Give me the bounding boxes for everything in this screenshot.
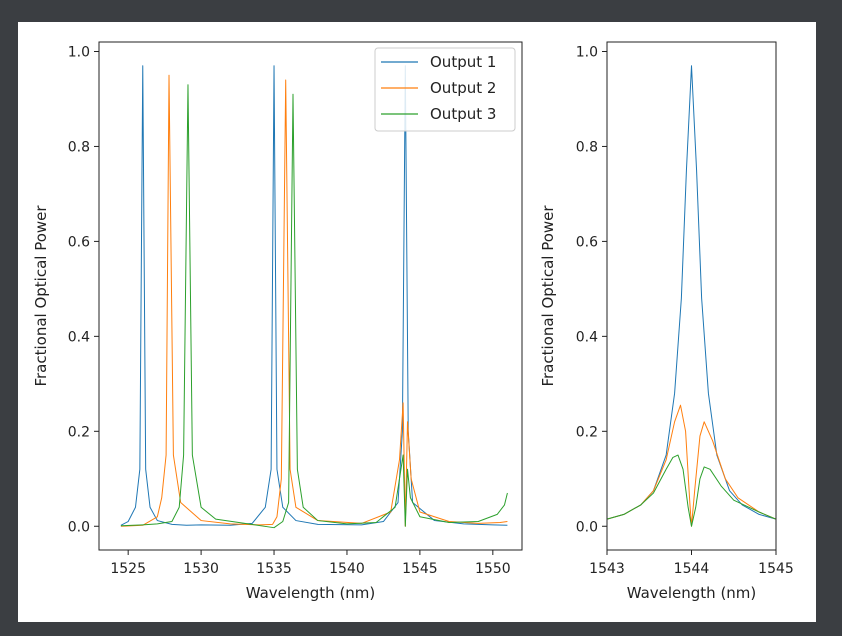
legend-box [374,47,516,132]
legend-label-output-1: Output 1 [430,53,496,71]
zoom-x-tick-label: 1545 [758,561,794,577]
legend: Output 1 Output 2 Output 3 [374,47,516,132]
main-axes-frame [98,41,523,551]
legend-label-output-3: Output 3 [430,105,496,123]
main-x-axis-label: Wavelength (nm) [246,584,376,602]
zoom-x-axis-label: Wavelength (nm) [627,584,757,602]
main-x-tick-label: 1545 [402,561,438,577]
zoom-axes-frame [606,41,777,551]
main-y-tick-label: 0.8 [68,139,90,155]
zoom-x-tick-label: 1543 [589,561,625,577]
figure: 1525 1530 1535 1540 1545 1550 0.0 0.2 0.4 0.6 0.8 1… [18,22,816,622]
main-x-tick-label: 1550 [475,561,511,577]
figure-canvas: 1525 1530 1535 1540 1545 15500.00.20.40.60.81… [32,41,794,602]
main-x-tick-label: 1540 [329,561,365,577]
main-series-line-output-1 [120,65,508,526]
main-y-tick-label: 1.0 [68,44,90,60]
legend-entry-output-2: Output 2 [381,79,496,97]
main-series-line-output-2 [120,74,508,527]
main-y-axis-label: Fractional Optical Power [32,205,50,387]
main-y-tick-label: 0.0 [68,519,90,535]
zoom-x-tick-label: 1544 [674,561,710,577]
zoom-y-tick-label: 1.0 [576,44,598,60]
main-spectrum-plot: 1525 1530 1535 1540 1545 1550 0.0 0.2 0.4 0.6 0.8 1… [32,41,523,602]
zoom-series-layer [607,65,776,527]
main-y-tick-label: 0.4 [68,329,90,345]
zoom-y-tick-label: 0.2 [576,424,598,440]
legend-label-output-2: Output 2 [430,79,496,97]
main-x-tick-label: 1535 [256,561,292,577]
zoom-y-tick-label: 0.0 [576,519,598,535]
main-x-tick-label: 1525 [110,561,146,577]
zoom-ticks: 1543 1544 1545 0.0 0.2 0.4 0.6 0.8 1.0 [576,44,794,577]
zoom-y-axis-label: Fractional Optical Power [539,205,557,387]
zoom-series-line-output-3 [607,454,776,527]
main-series-line-output-3 [120,84,508,529]
legend-entry-output-3: Output 3 [381,105,496,123]
main-y-tick-label: 0.2 [68,424,90,440]
zoom-y-tick-label: 0.6 [576,234,598,250]
zoom-spectrum-plot: 1543 1544 1545 0.0 0.2 0.4 0.6 0.8 1.0 Wavelengt… [539,41,794,602]
legend-entry-output-1: Output 1 [381,53,496,71]
main-ticks: 1525 1530 1535 1540 1545 1550 0.0 0.2 0.4 0.6 0.8 1… [68,44,511,577]
zoom-series-line-output-2 [607,404,776,527]
zoom-y-tick-label: 0.8 [576,139,598,155]
main-x-tick-label: 1530 [183,561,219,577]
zoom-series-line-output-1 [607,65,776,520]
main-series-layer [120,65,508,529]
zoom-y-tick-label: 0.4 [576,329,598,345]
main-y-tick-label: 0.6 [68,234,90,250]
